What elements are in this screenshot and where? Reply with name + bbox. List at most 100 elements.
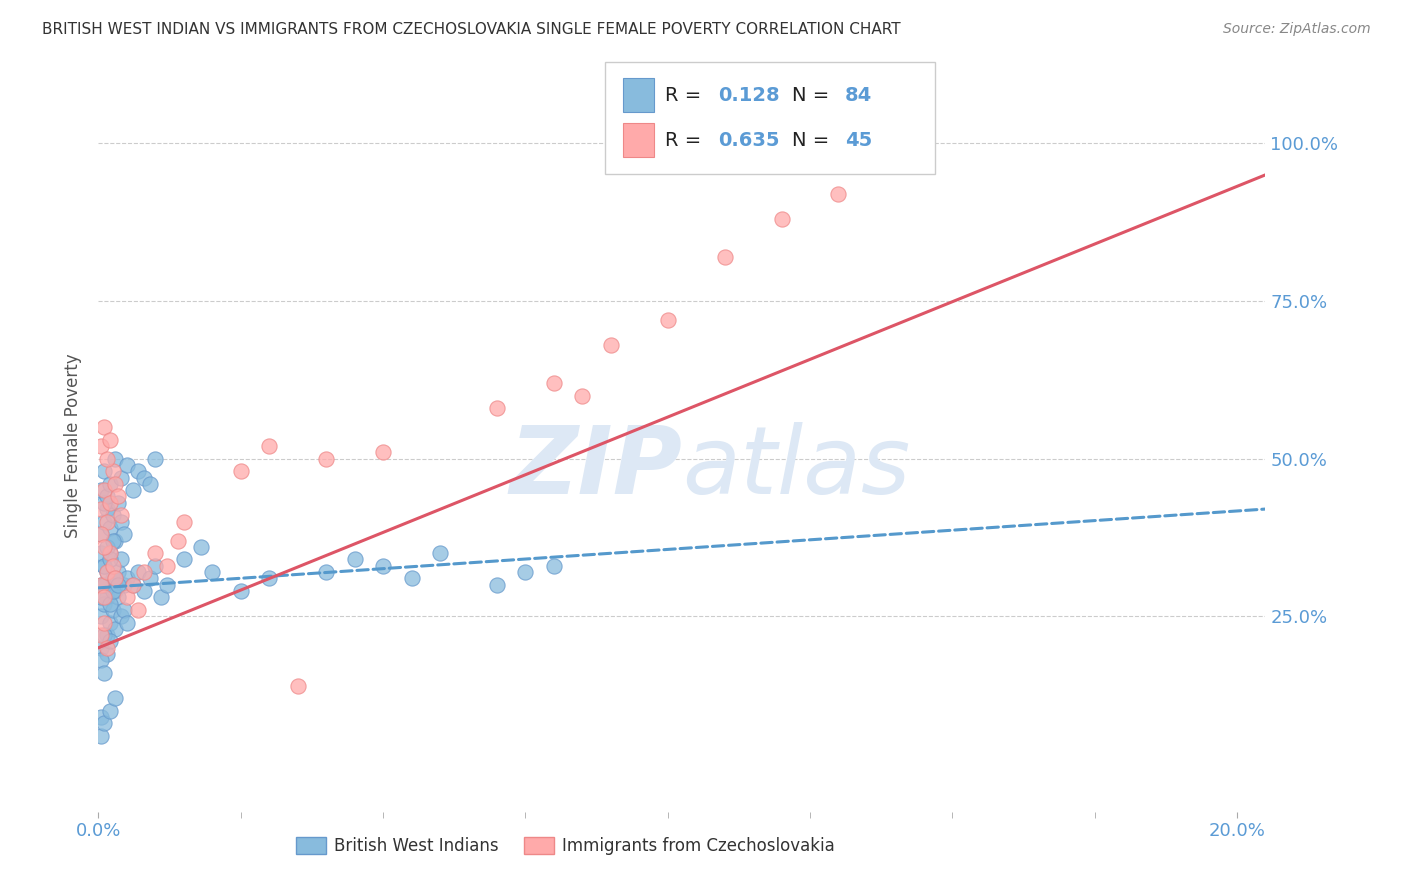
- Point: [98, 433, 121, 447]
- Point: [485, 578, 508, 592]
- Point: [104, 584, 127, 599]
- Point: [132, 470, 155, 484]
- Point: [429, 546, 451, 560]
- Point: [93, 597, 115, 611]
- Point: [93, 591, 115, 605]
- Point: [104, 571, 127, 585]
- Point: [132, 584, 155, 599]
- Point: [599, 338, 621, 352]
- Text: N =: N =: [792, 86, 835, 105]
- Text: Source: ZipAtlas.com: Source: ZipAtlas.com: [1223, 22, 1371, 37]
- Point: [90, 483, 112, 497]
- Point: [315, 451, 337, 466]
- Point: [96, 540, 118, 554]
- Point: [110, 552, 132, 566]
- Point: [90, 578, 112, 592]
- Point: [96, 451, 118, 466]
- Point: [93, 558, 115, 573]
- Point: [104, 691, 127, 706]
- Point: [121, 578, 143, 592]
- Point: [90, 546, 112, 560]
- Point: [90, 710, 112, 724]
- Point: [98, 634, 121, 648]
- Point: [98, 546, 121, 560]
- Point: [115, 458, 138, 472]
- Point: [150, 591, 173, 605]
- Point: [96, 565, 118, 579]
- Point: [485, 401, 508, 416]
- Text: BRITISH WEST INDIAN VS IMMIGRANTS FROM CZECHOSLOVAKIA SINGLE FEMALE POVERTY CORR: BRITISH WEST INDIAN VS IMMIGRANTS FROM C…: [42, 22, 901, 37]
- Point: [343, 552, 366, 566]
- Point: [143, 558, 166, 573]
- Point: [93, 628, 115, 642]
- Point: [93, 483, 115, 497]
- Point: [90, 640, 112, 655]
- Point: [96, 591, 118, 605]
- Point: [96, 502, 118, 516]
- Point: [93, 515, 115, 529]
- Point: [515, 565, 537, 579]
- Point: [315, 565, 337, 579]
- Point: [112, 578, 135, 592]
- Point: [96, 490, 118, 504]
- Point: [143, 451, 166, 466]
- Point: [98, 476, 121, 491]
- Point: [93, 615, 115, 630]
- Point: [112, 527, 135, 541]
- Point: [110, 609, 132, 624]
- Point: [121, 483, 143, 497]
- Point: [229, 584, 252, 599]
- Point: [96, 565, 118, 579]
- Point: [98, 615, 121, 630]
- Point: [101, 464, 124, 478]
- Point: [257, 439, 280, 453]
- Point: [90, 609, 112, 624]
- Point: [93, 464, 115, 478]
- Point: [101, 584, 124, 599]
- Point: [713, 250, 735, 264]
- Point: [104, 533, 127, 548]
- Point: [90, 527, 112, 541]
- Point: [90, 502, 112, 516]
- Point: [156, 578, 179, 592]
- Point: [115, 591, 138, 605]
- Point: [112, 603, 135, 617]
- Point: [371, 558, 394, 573]
- Point: [101, 603, 124, 617]
- Point: [143, 546, 166, 560]
- Point: [107, 578, 129, 592]
- Text: R =: R =: [665, 130, 707, 150]
- Point: [167, 533, 190, 548]
- Point: [93, 540, 115, 554]
- Point: [90, 527, 112, 541]
- Point: [138, 571, 160, 585]
- Point: [107, 496, 129, 510]
- Point: [107, 490, 129, 504]
- Point: [104, 622, 127, 636]
- Point: [90, 628, 112, 642]
- Point: [121, 578, 143, 592]
- Point: [543, 558, 565, 573]
- Point: [96, 628, 118, 642]
- Point: [96, 647, 118, 661]
- Point: [104, 476, 127, 491]
- Point: [98, 546, 121, 560]
- Point: [90, 591, 112, 605]
- Point: [107, 565, 129, 579]
- Point: [138, 476, 160, 491]
- Point: [96, 515, 118, 529]
- Point: [101, 533, 124, 548]
- Point: [827, 186, 849, 201]
- Point: [98, 496, 121, 510]
- Point: [93, 558, 115, 573]
- Point: [110, 508, 132, 523]
- Point: [770, 212, 793, 227]
- Point: [93, 578, 115, 592]
- Point: [90, 578, 112, 592]
- Point: [101, 571, 124, 585]
- Point: [371, 445, 394, 459]
- Point: [657, 313, 679, 327]
- Point: [401, 571, 423, 585]
- Point: [107, 591, 129, 605]
- Point: [96, 640, 118, 655]
